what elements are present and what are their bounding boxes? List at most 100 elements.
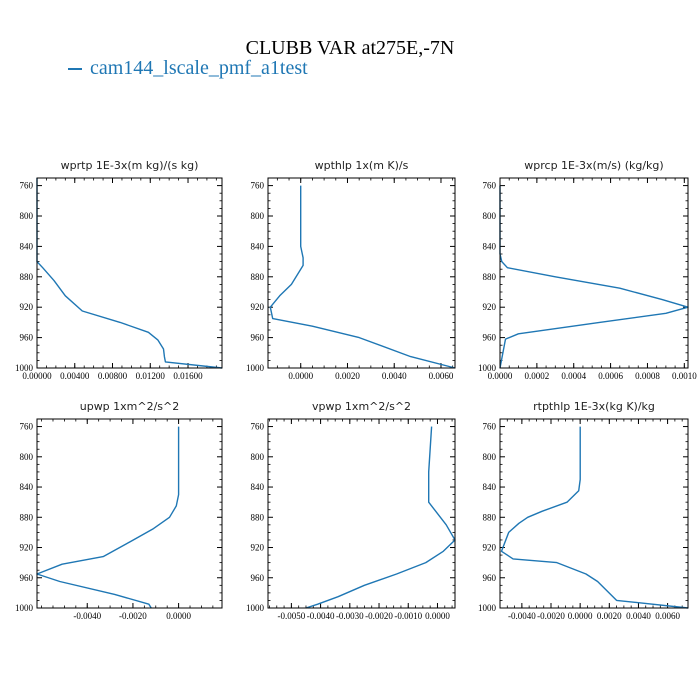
- x-tick-label: -0.0020: [119, 611, 147, 621]
- x-tick-label: 0.00000: [22, 371, 52, 381]
- x-tick-label: -0.0020: [537, 611, 565, 621]
- x-tick-label: 0.0002: [524, 371, 549, 381]
- y-tick-label: 920: [483, 302, 497, 312]
- y-tick-label: 840: [20, 241, 34, 251]
- y-tick-label: 960: [483, 333, 497, 343]
- legend-line: [68, 68, 82, 71]
- y-tick-label: 880: [483, 512, 497, 522]
- x-tick-label: -0.0040: [307, 611, 335, 621]
- series-line: [36, 426, 180, 609]
- series-line: [305, 426, 456, 609]
- x-tick-label: 0.0040: [382, 371, 407, 381]
- y-tick-label: 960: [251, 333, 265, 343]
- series-line: [36, 178, 223, 369]
- y-tick-label: 1000: [478, 603, 497, 613]
- y-tick-label: 760: [251, 422, 265, 432]
- panel-title: wprtp 1E-3x(m kg)/(s kg): [61, 159, 199, 172]
- y-tick-label: 1000: [246, 603, 265, 613]
- y-tick-label: 1000: [246, 363, 265, 373]
- y-tick-label: 760: [483, 422, 497, 432]
- y-tick-label: 840: [251, 241, 265, 251]
- plot-frame: [36, 418, 223, 609]
- x-tick-label: 0.0008: [635, 371, 660, 381]
- x-tick-label: 0.01600: [173, 371, 203, 381]
- panel-title: wpthlp 1x(m K)/s: [315, 159, 409, 172]
- x-tick-label: 0.0020: [335, 371, 360, 381]
- x-tick-label: 0.0000: [488, 371, 513, 381]
- x-tick-label: 0.00800: [98, 371, 128, 381]
- x-tick-label: 0.0060: [429, 371, 454, 381]
- x-tick-label: -0.0030: [336, 611, 364, 621]
- x-tick-label: 0.0060: [655, 611, 680, 621]
- y-tick-label: 920: [20, 543, 34, 553]
- y-tick-label: 760: [20, 181, 34, 191]
- panel-title: upwp 1xm^2/s^2: [80, 400, 180, 413]
- y-tick-label: 1000: [15, 603, 34, 613]
- panel-1: wprtp 1E-3x(m kg)/(s kg) 760 800 840 880 920 9…: [15, 159, 223, 381]
- y-tick-label: 800: [251, 211, 265, 221]
- panel-title: vpwp 1xm^2/s^2: [312, 400, 411, 413]
- plot-frame: [36, 177, 223, 369]
- panel-3: wprcp 1E-3x(m/s) (kg/kg) 760 800 840 880 920 9…: [478, 159, 697, 381]
- plot-frame: [499, 418, 689, 609]
- panel-6: rtpthlp 1E-3x(kg K)/kg 760 800 840 880 920 960…: [478, 400, 689, 621]
- x-tick-label: 0.0010: [672, 371, 697, 381]
- y-tick-label: 840: [483, 482, 497, 492]
- y-tick-label: 880: [20, 272, 34, 282]
- x-tick-label: 0.0004: [561, 371, 586, 381]
- x-tick-label: -0.0040: [508, 611, 536, 621]
- panel-title: rtpthlp 1E-3x(kg K)/kg: [533, 400, 655, 413]
- legend-label: cam144_lscale_pmf_a1test: [90, 57, 308, 79]
- y-tick-label: 760: [483, 181, 497, 191]
- y-tick-label: 880: [251, 272, 265, 282]
- y-tick-label: 920: [251, 302, 265, 312]
- x-tick-label: -0.0010: [394, 611, 422, 621]
- series-line: [500, 426, 689, 609]
- x-tick-label: 0.01200: [136, 371, 166, 381]
- y-tick-label: 800: [251, 452, 265, 462]
- plot-frame: [499, 177, 689, 369]
- y-tick-label: 920: [20, 302, 34, 312]
- legend-entry: cam144_lscale_pmf_a1test: [68, 57, 308, 80]
- y-tick-label: 920: [251, 543, 265, 553]
- x-tick-label: 0.00400: [60, 371, 90, 381]
- y-tick-label: 880: [20, 512, 34, 522]
- y-tick-label: 960: [483, 573, 497, 583]
- y-tick-label: 960: [20, 333, 34, 343]
- series-line: [499, 185, 689, 369]
- x-tick-label: 0.0040: [626, 611, 651, 621]
- panel-5: vpwp 1xm^2/s^2 760 800 840 880 920 960 1000 -0.0…: [246, 400, 456, 621]
- panel-title: wprcp 1E-3x(m/s) (kg/kg): [524, 159, 663, 172]
- x-tick-label: 0.0006: [598, 371, 623, 381]
- x-tick-label: -0.0020: [365, 611, 393, 621]
- x-tick-label: -0.0050: [278, 611, 306, 621]
- plot-frame: [267, 177, 456, 369]
- y-tick-label: 840: [483, 241, 497, 251]
- y-tick-label: 760: [20, 422, 34, 432]
- y-tick-label: 800: [20, 452, 34, 462]
- chart-title: CLUBB VAR at275E,-7N: [245, 37, 455, 59]
- y-tick-label: 920: [483, 543, 497, 553]
- plot-frame: [267, 418, 456, 609]
- y-tick-label: 960: [251, 573, 265, 583]
- y-tick-label: 800: [483, 211, 497, 221]
- y-tick-label: 840: [20, 482, 34, 492]
- y-tick-label: 800: [483, 452, 497, 462]
- y-tick-label: 1000: [15, 363, 34, 373]
- y-tick-label: 760: [251, 181, 265, 191]
- y-tick-label: 800: [20, 211, 34, 221]
- y-tick-label: 880: [483, 272, 497, 282]
- series-line: [269, 185, 456, 369]
- x-tick-label: 0.0000: [288, 371, 313, 381]
- x-tick-label: 0.0000: [425, 611, 450, 621]
- y-tick-label: 880: [251, 512, 265, 522]
- y-tick-label: 1000: [478, 363, 497, 373]
- y-tick-label: 840: [251, 482, 265, 492]
- y-tick-label: 960: [20, 573, 34, 583]
- x-tick-label: -0.0040: [73, 611, 101, 621]
- x-tick-label: 0.0000: [166, 611, 191, 621]
- x-tick-label: 0.0020: [597, 611, 622, 621]
- panel-4: upwp 1xm^2/s^2 760 800 840 880 920 960 1000 -0.0…: [15, 400, 223, 621]
- x-tick-label: 0.0000: [568, 611, 593, 621]
